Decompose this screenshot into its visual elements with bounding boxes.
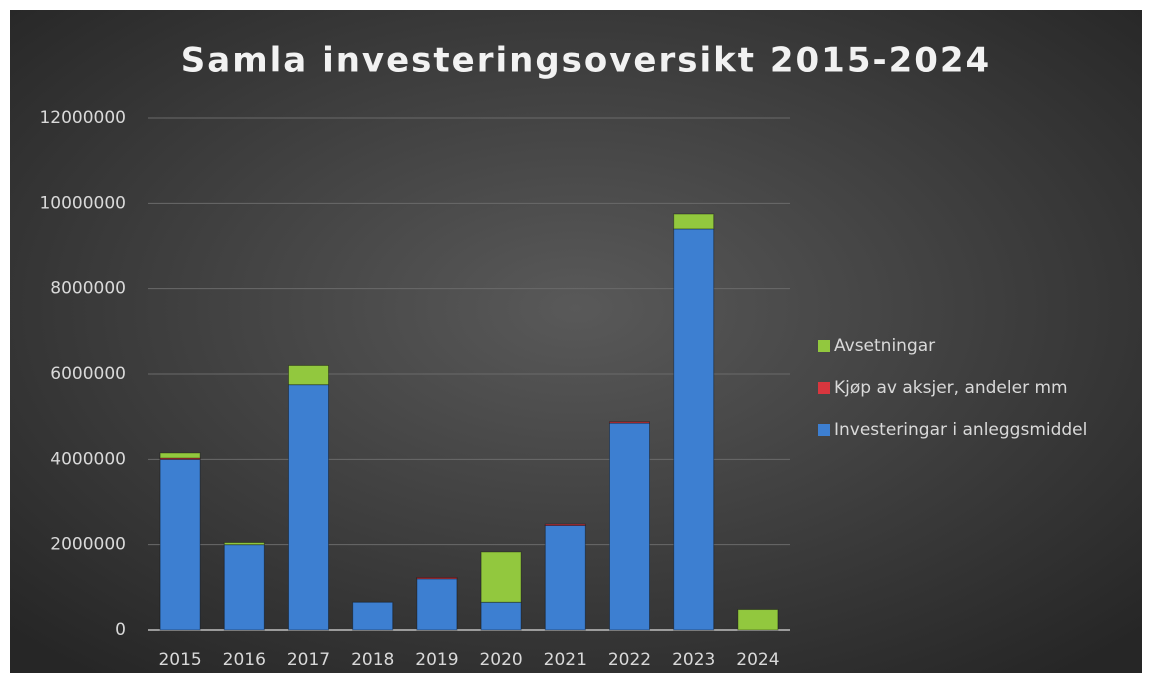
bar-segment xyxy=(609,421,650,424)
x-tick-label: 2015 xyxy=(158,650,201,670)
legend-label: Kjøp av aksjer, andeler mm xyxy=(834,378,1068,398)
bar-segment xyxy=(159,452,201,459)
bar-segment xyxy=(288,364,329,386)
bar-segment xyxy=(159,457,201,460)
bar-segment xyxy=(223,542,265,546)
y-tick-label: 0 xyxy=(115,620,126,640)
bar-segment xyxy=(673,228,715,631)
y-tick-label: 8000000 xyxy=(50,279,126,299)
y-tick-label: 4000000 xyxy=(50,449,126,469)
bar-segment xyxy=(544,523,586,526)
y-tick-label: 10000000 xyxy=(39,193,126,213)
x-tick-label: 2020 xyxy=(479,650,522,670)
bar-segment xyxy=(159,458,201,631)
bar-segment xyxy=(480,551,522,603)
y-tick-label: 6000000 xyxy=(50,364,126,384)
x-tick-label: 2019 xyxy=(415,650,458,670)
bar-segment xyxy=(480,601,522,631)
bar-segment xyxy=(416,578,458,631)
legend-label: Investeringar i anleggsmiddel xyxy=(834,420,1087,440)
y-tick-label: 2000000 xyxy=(50,535,126,555)
x-tick-label: 2016 xyxy=(223,650,266,670)
bar-segment xyxy=(737,609,779,631)
x-tick-label: 2017 xyxy=(287,650,330,670)
x-tick-label: 2023 xyxy=(672,650,715,670)
x-tick-label: 2022 xyxy=(608,650,651,670)
x-tick-label: 2024 xyxy=(736,650,779,670)
bar-segment xyxy=(288,384,329,631)
y-tick-label: 12000000 xyxy=(39,108,126,128)
bar-segment xyxy=(352,601,394,631)
x-tick-label: 2018 xyxy=(351,650,394,670)
legend-label: Avsetningar xyxy=(834,336,935,356)
legend-swatch xyxy=(818,424,830,436)
bar-segment xyxy=(609,422,650,631)
bar-segment xyxy=(544,524,586,631)
legend-swatch xyxy=(818,382,830,394)
legend-swatch xyxy=(818,340,830,352)
chart-title: Samla investeringsoversikt 2015-2024 xyxy=(181,41,991,81)
bar-segment xyxy=(223,544,265,631)
x-tick-label: 2021 xyxy=(544,650,587,670)
bar-segment xyxy=(673,213,715,230)
bar-segment xyxy=(416,577,458,580)
